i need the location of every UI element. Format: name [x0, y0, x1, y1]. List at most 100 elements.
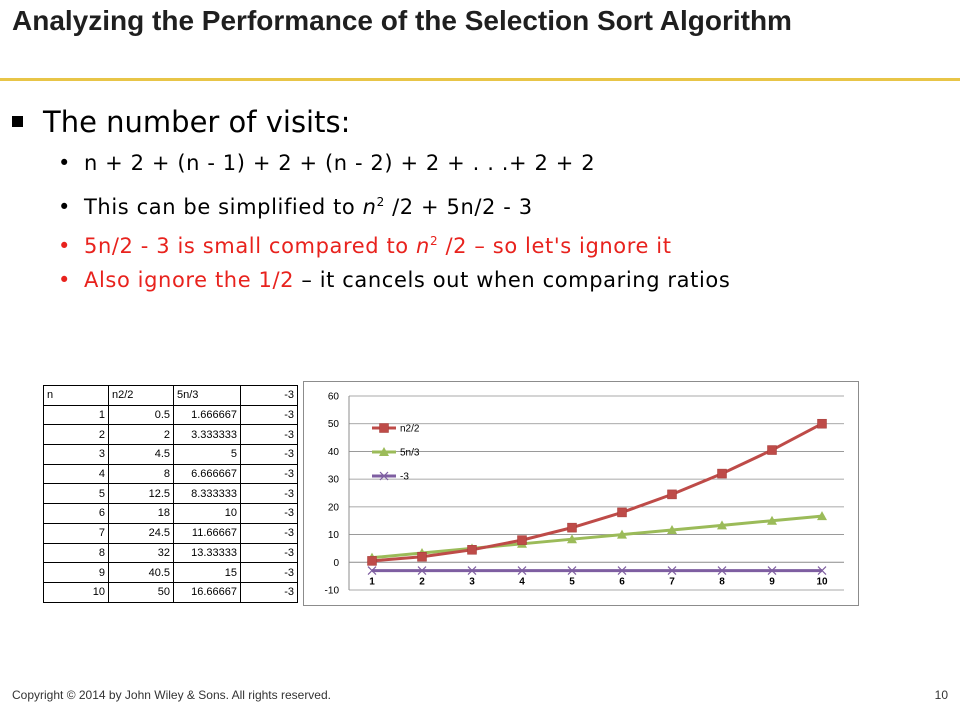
- bullet-dot-icon: •: [58, 234, 71, 258]
- x-tick-label: 6: [619, 576, 625, 587]
- table-body: 1 0.5 1.666667 -3 2 2 3.333333 -3 3 4.5 5 -3 4 8 6.666…: [43, 404, 298, 603]
- data-point: [617, 507, 627, 518]
- sub-bullet-3-text: 5n/2 - 3 is small compared to n2 /2 – so…: [84, 234, 672, 258]
- sub-bullet-2: • This can be simplified to n2 /2 + 5n/2 …: [58, 187, 533, 222]
- table-cell: 8.333333: [173, 483, 241, 505]
- sub-bullet-4: • Also ignore the 1/2 – it cancels out wh…: [58, 265, 730, 295]
- table-cell: 16.66667: [173, 581, 241, 603]
- table-row: 2 2 3.333333 -3: [43, 424, 298, 446]
- data-point: [467, 545, 477, 555]
- table-cell: 15: [173, 562, 241, 583]
- table-cell: 4.5: [108, 444, 174, 465]
- y-tick-label: 60: [328, 392, 340, 403]
- data-point: [567, 534, 577, 544]
- table-cell: 12.5: [108, 483, 174, 505]
- table-row: 10 50 16.66667 -3: [43, 581, 298, 603]
- table-cell: -3: [240, 562, 298, 583]
- data-point: [817, 566, 827, 576]
- table-row: 6 18 10 -3: [43, 503, 298, 524]
- y-tick-label: 40: [328, 447, 340, 458]
- data-point: [467, 566, 477, 576]
- table-header-row: n n2/2 5n/3 -3: [43, 385, 298, 406]
- slide-title: Analyzing the Performance of the Selecti…: [12, 5, 792, 36]
- data-point: [417, 566, 427, 576]
- y-tick-label: -10: [325, 586, 340, 597]
- table-cell: -3: [240, 542, 298, 564]
- table-header-cell: -3: [240, 385, 298, 406]
- data-point: [517, 535, 527, 545]
- data-point: [517, 566, 527, 576]
- table-row: 8 32 13.33333 -3: [43, 542, 298, 564]
- table-cell: 1.666667: [173, 404, 241, 426]
- sub-bullet-3: • 5n/2 - 3 is small compared to n2 /2 – s…: [58, 226, 672, 261]
- table-cell: 5: [43, 483, 109, 505]
- table-cell: 50: [108, 581, 174, 603]
- data-table: n n2/2 5n/3 -3 1 0.5 1.666667 -3 2 2 3.333333-…: [43, 385, 298, 603]
- table-cell: 7: [43, 522, 109, 544]
- x-tick-label: 10: [816, 576, 828, 587]
- sub-bullet-4-red-text: Also ignore the 1/2: [84, 268, 295, 292]
- page-number: 10: [934, 688, 948, 702]
- data-point: [717, 468, 727, 479]
- table-cell: 4: [43, 463, 109, 485]
- data-point: [667, 566, 677, 576]
- table-cell: -3: [240, 404, 298, 426]
- x-tick-label: 9: [769, 576, 775, 587]
- data-point: [767, 515, 777, 525]
- x-tick-label: 4: [519, 576, 525, 587]
- data-point: [567, 522, 577, 533]
- table-cell: -3: [240, 463, 298, 485]
- table-cell: 8: [43, 542, 109, 564]
- data-point: [767, 445, 777, 455]
- table-cell: 13.33333: [173, 542, 241, 564]
- data-point: [367, 556, 377, 566]
- table-cell: 3.333333: [173, 424, 241, 446]
- table-cell: -3: [240, 581, 298, 603]
- table-cell: 32: [108, 542, 174, 564]
- table-row: 5 12.5 8.333333 -3: [43, 483, 298, 505]
- table-row: 4 8 6.666667 -3: [43, 463, 298, 485]
- bullet-dot-icon: •: [58, 151, 71, 175]
- y-tick-label: 0: [333, 558, 339, 569]
- table-cell: -3: [240, 483, 298, 505]
- table-cell: 6.666667: [173, 463, 241, 485]
- table-row: 3 4.5 5 -3: [43, 444, 298, 465]
- table-cell: 18: [108, 503, 174, 524]
- table-cell: 1: [43, 404, 109, 426]
- legend-marker: [379, 471, 389, 481]
- sub-bullet-1: • n + 2 + (n - 1) + 2 + (n - 2) + 2 + . .…: [58, 148, 595, 178]
- data-point: [667, 489, 677, 500]
- x-tick-label: 3: [469, 576, 475, 587]
- table-cell: 10: [173, 503, 241, 524]
- x-tick-label: 7: [669, 576, 675, 587]
- main-bullet: The number of visits:: [12, 102, 350, 142]
- x-tick-label: 1: [369, 576, 375, 587]
- sub-bullet-4-text: – it cancels out when comparing ratios: [294, 268, 731, 292]
- data-point: [817, 418, 827, 429]
- y-tick-label: 30: [328, 475, 340, 486]
- line-chart: 60 50 40 30 20 10 0 -10 1 2 3 4 5 6 7 8 9 10 n2/2 5n/3 -3: [303, 381, 859, 606]
- bullet-dot-icon: •: [58, 268, 71, 292]
- data-point: [417, 551, 427, 562]
- data-point: [717, 566, 727, 576]
- table-cell: -3: [240, 503, 298, 524]
- table-cell: 2: [108, 424, 174, 446]
- data-point: [567, 566, 577, 576]
- bullet-dot-icon: •: [58, 195, 71, 219]
- series-line-0: [371, 422, 823, 563]
- sub-bullet-1-text: n + 2 + (n - 1) + 2 + (n - 2) + 2 + . . …: [84, 151, 596, 175]
- x-tick-label: 2: [419, 576, 425, 587]
- y-tick-label: 50: [328, 419, 340, 430]
- table-cell: 5: [173, 444, 241, 465]
- legend-marker: [379, 423, 389, 433]
- table-cell: 0.5: [108, 404, 174, 426]
- table-row: 9 40.5 15 -3: [43, 562, 298, 583]
- x-tick-label: 8: [719, 576, 725, 587]
- y-tick-label: 10: [328, 530, 340, 541]
- data-point: [717, 520, 727, 530]
- sub-bullet-2-text: This can be simplified to n2 /2 + 5n/2 -…: [84, 195, 533, 219]
- table-header-cell: n2/2: [108, 385, 174, 406]
- data-point: [667, 524, 677, 534]
- data-point: [617, 566, 627, 576]
- y-tick-label: 20: [328, 502, 340, 513]
